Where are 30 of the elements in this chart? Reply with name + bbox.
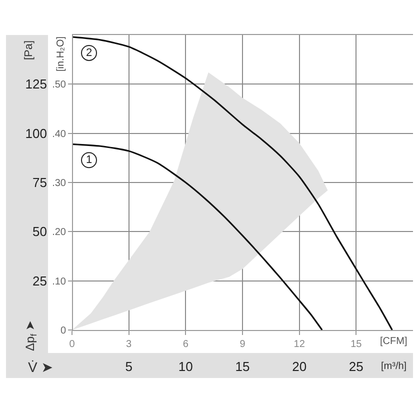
x-tick-label: 15 [350, 339, 362, 350]
y2-tick-label: .20 [52, 227, 66, 238]
x-tick-label: 0 [69, 339, 76, 350]
x-tick-label: 3 [126, 339, 132, 350]
x2-tick-label: 25 [348, 359, 364, 374]
x-tick-label: 9 [240, 339, 246, 350]
y-tick-label: 75 [32, 175, 47, 190]
x2-tick-label: 10 [178, 359, 193, 374]
text: V̇ ➤ [28, 359, 54, 375]
y-axis-title: [Pa] [23, 40, 35, 60]
y2-tick-label: .30 [52, 178, 66, 189]
x2-tick-label: 15 [235, 359, 250, 374]
y2-tick-label: .10 [52, 276, 66, 288]
y-tick-label: 125 [25, 76, 47, 92]
y2-tick-label: 0 [60, 326, 66, 336]
y-tick-label: 100 [25, 126, 47, 141]
y2-tick-label: .40 [52, 128, 66, 140]
y2-tick-label: .50 [52, 80, 66, 91]
x2-tick-label: 20 [292, 359, 307, 374]
x2-tick-label: 5 [125, 359, 132, 374]
y2-axis-title: [in.H₂O] [56, 36, 66, 72]
series-label: 2 [86, 47, 92, 59]
line-series [72, 143, 323, 330]
x-tick-label: 6 [182, 339, 189, 350]
x2-axis-title: [m³/h] [381, 361, 407, 372]
y-tick-label: 25 [32, 273, 47, 288]
y-tick-label: 50 [32, 224, 47, 240]
x-tick-label: 12 [294, 339, 306, 350]
series-label: 1 [86, 154, 92, 166]
x-axis-title: [CFM] [380, 336, 408, 347]
